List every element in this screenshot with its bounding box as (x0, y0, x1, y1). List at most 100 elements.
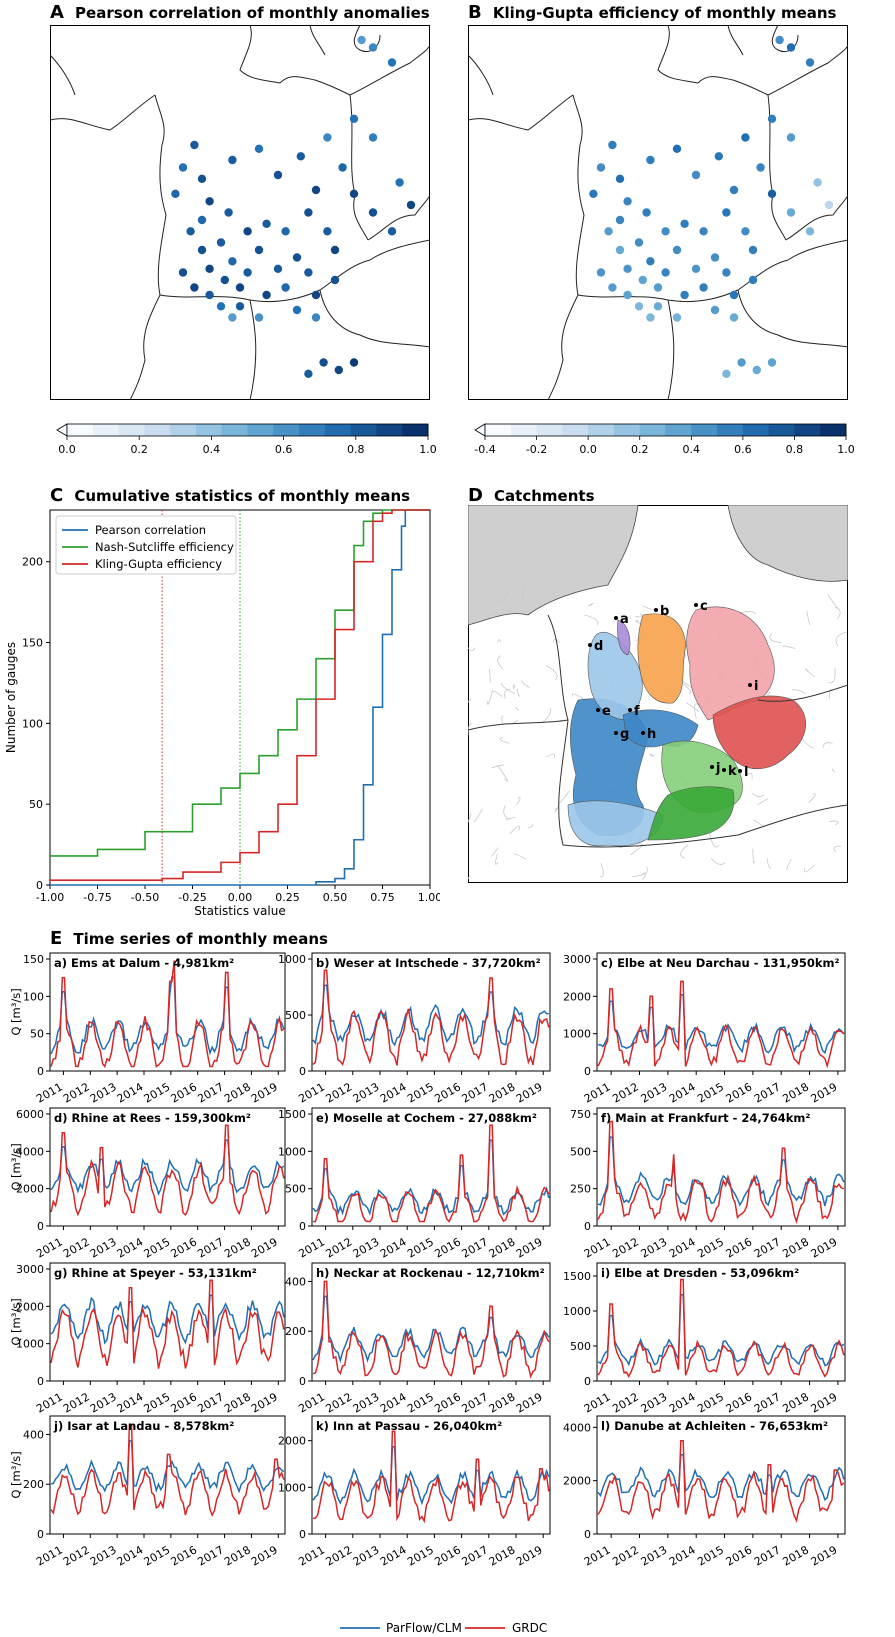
river-line (827, 594, 840, 611)
river-line (496, 764, 509, 782)
station-dot-40 (615, 215, 625, 225)
river-line (497, 639, 501, 643)
x-tick-label: 2011 (582, 1080, 613, 1105)
x-tick-label: 2012 (61, 1235, 92, 1260)
river-line (468, 722, 472, 736)
country-border-8 (249, 299, 257, 400)
x-tick-label: -0.75 (83, 891, 111, 904)
subplot-title: e) Moselle at Cochem - 27,088km² (316, 1111, 537, 1125)
river-line (468, 812, 472, 823)
station-dot-30 (699, 283, 708, 292)
station-dot-19 (604, 227, 613, 236)
gauge-dot (710, 765, 714, 769)
station-dot-11 (338, 163, 347, 172)
station-dot-55 (722, 369, 731, 378)
station-dot-5 (228, 155, 237, 165)
river-line (635, 613, 642, 618)
y-tick-label: 2000 (16, 1183, 44, 1196)
x-tick-label: 2017 (460, 1390, 491, 1415)
x-tick-label: 2016 (168, 1235, 199, 1260)
y-tick-label: 3000 (563, 953, 591, 966)
gauge-label: f (634, 704, 640, 719)
river-line (514, 707, 519, 711)
station-dot-14 (387, 227, 397, 236)
x-tick-label: 2011 (296, 1080, 327, 1105)
station-dot-46 (323, 227, 332, 236)
gauge-label: j (715, 761, 720, 776)
station-dot-13 (786, 208, 796, 217)
river-line (487, 690, 493, 705)
x-tick-label: 2011 (34, 1080, 65, 1105)
station-dot-42 (661, 227, 670, 236)
station-dot-20 (615, 245, 625, 255)
river-line (468, 875, 471, 880)
y-tick-label: 0 (299, 1375, 306, 1388)
y-tick-label: 500 (570, 1145, 591, 1158)
colorbar-tick-label: -0.4 (474, 443, 495, 456)
x-tick-label: 2014 (378, 1543, 409, 1568)
x-tick-label: 2015 (695, 1235, 726, 1260)
x-tick-label: 2017 (195, 1543, 226, 1568)
river-line (495, 853, 499, 865)
x-tick-label: 2017 (752, 1543, 783, 1568)
river-line (584, 614, 599, 626)
x-tick-label: 2011 (582, 1390, 613, 1415)
x-tick-label: 2012 (61, 1080, 92, 1105)
station-dot-37 (623, 290, 632, 300)
x-tick-label: 2015 (142, 1390, 173, 1415)
subplot-8: 0 500 1000 1500 2011201220132014201520162017… (563, 1262, 846, 1416)
x-tick-label: 2019 (809, 1390, 840, 1415)
colorbar-segment-2 (536, 424, 563, 436)
x-tick-label: 2012 (61, 1543, 92, 1568)
gauge-dot (588, 643, 592, 647)
x-tick-label: 2018 (487, 1543, 518, 1568)
colorbar-segment-11 (768, 424, 795, 436)
y-tick-label: 1000 (278, 1145, 306, 1158)
grdc-series-line (312, 1280, 550, 1379)
river-line (752, 792, 765, 797)
subplot-frame (49, 1415, 286, 1535)
gauge-dot (596, 708, 600, 712)
station-dot-2 (171, 189, 180, 198)
x-tick-label: 2017 (752, 1080, 783, 1105)
x-tick-label: 2012 (324, 1543, 355, 1568)
station-dot-57 (805, 58, 815, 67)
x-tick-label: 2013 (351, 1390, 382, 1415)
river-line (804, 865, 815, 873)
station-dot-12 (349, 189, 359, 198)
station-dot-38 (608, 283, 617, 292)
river-line (553, 639, 561, 644)
x-tick-label: 2013 (639, 1080, 670, 1105)
colorbar-extend-arrow (474, 423, 486, 437)
x-tick-label: 0.50 (323, 891, 348, 904)
legend-box (55, 515, 237, 575)
x-tick-label: 2013 (88, 1080, 119, 1105)
x-tick-label: 2011 (34, 1543, 65, 1568)
colorbar-outline (66, 423, 429, 437)
x-tick-label: 2013 (639, 1543, 670, 1568)
parflow-series-line (312, 984, 549, 1047)
station-dot-46 (741, 227, 750, 236)
colorbar-segment-1 (510, 424, 538, 436)
x-tick-label: 2015 (142, 1543, 173, 1568)
river-line (498, 590, 510, 604)
x-tick-label: 2017 (752, 1235, 783, 1260)
legend-label-parflow: ParFlow/CLM (386, 1621, 462, 1635)
river-line (599, 862, 604, 878)
x-tick-label: -0.25 (178, 891, 206, 904)
legend: ParFlow/CLM GRDC (340, 1621, 547, 1635)
station-dot-25 (653, 283, 663, 292)
country-border-3 (468, 719, 569, 731)
colorbar-segment-11 (350, 424, 377, 436)
station-dot-54 (349, 358, 359, 367)
x-tick-label: 2016 (724, 1390, 755, 1415)
station-dot-5 (646, 155, 655, 165)
station-dot-55 (304, 369, 313, 378)
x-tick-label: 2018 (222, 1235, 253, 1260)
y-tick-label: 4000 (16, 1145, 44, 1158)
station-dot-13 (368, 208, 378, 217)
river-line (545, 664, 558, 681)
station-dot-4 (623, 197, 632, 206)
x-tick-label: 2013 (639, 1390, 670, 1415)
station-dot-1 (178, 163, 188, 172)
